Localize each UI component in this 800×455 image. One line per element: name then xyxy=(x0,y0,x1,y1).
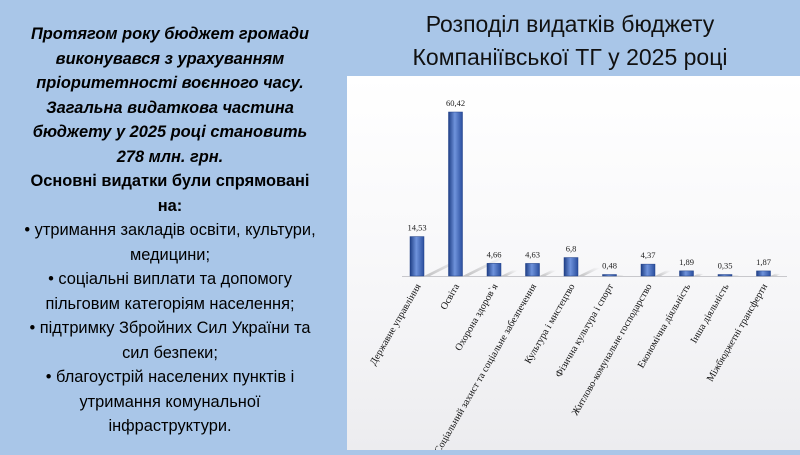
data-label: 6,8 xyxy=(566,244,577,254)
data-label: 4,37 xyxy=(641,250,656,260)
intro-text: Протягом року бюджет громади виконувався… xyxy=(8,22,332,169)
list-item-line: пільговим категоріям населення; xyxy=(45,294,295,313)
bar-shadow xyxy=(578,267,601,276)
data-label: 1,87 xyxy=(756,257,771,267)
data-label: 0,35 xyxy=(718,261,733,271)
bar xyxy=(679,270,694,277)
list-item-line: • утримання закладів освіти, культури, xyxy=(24,221,316,239)
bar-shadow xyxy=(655,270,672,276)
description-panel: Протягом року бюджет громади виконувався… xyxy=(0,0,340,450)
chart-panel: 14,53 Державне управління 60,42 Освіта 4,66 О… xyxy=(347,76,800,455)
intro-line: Протягом року бюджет громади xyxy=(31,25,309,43)
intro-line: пріоритетності воєнного часу. xyxy=(36,74,304,92)
spending-list: • утримання закладів освіти, культури, м… xyxy=(6,218,334,439)
bar xyxy=(448,111,463,277)
bar-shadow xyxy=(501,270,519,276)
intro-line: 278 млн. грн. xyxy=(116,147,224,166)
list-item-line: інфраструктури. xyxy=(108,417,232,435)
bar-shadow xyxy=(732,275,740,276)
category-label: Державне управління xyxy=(368,282,424,368)
data-label: 0,48 xyxy=(602,261,617,271)
list-item-line: утримання комунальної xyxy=(79,392,261,411)
list-item: • підтримку Збройних Сил України та сил … xyxy=(6,316,334,365)
list-item-line: • підтримку Збройних Сил України та xyxy=(29,319,311,337)
category-label: Житлово-комунальне господарство xyxy=(570,282,655,418)
bar xyxy=(525,263,540,277)
list-item: • утримання закладів освіти, культури, м… xyxy=(6,218,334,267)
spending-heading: Основні видатки були спрямовані на: xyxy=(8,169,332,218)
list-item-line: • соціальні виплати та допомогу xyxy=(48,270,292,288)
bar xyxy=(640,263,656,277)
bar-shadow xyxy=(539,270,557,276)
bar-shadow xyxy=(693,273,705,276)
bar-shadow xyxy=(770,273,782,276)
list-item: • соціальні виплати та допомогу пільгови… xyxy=(6,267,334,316)
list-item-line: сил безпеки; xyxy=(122,343,218,362)
list-item: • благоустрій населених пунктів і утрима… xyxy=(6,365,334,439)
list-item-line: • благоустрій населених пунктів і xyxy=(45,368,295,386)
bar xyxy=(563,257,579,277)
data-label: 4,66 xyxy=(487,249,502,259)
data-label: 4,63 xyxy=(525,249,540,259)
bar xyxy=(717,274,733,277)
list-item-line: медицини; xyxy=(129,245,211,264)
bar xyxy=(409,236,425,277)
chart-title-line: Компаніївської ТГ у 2025 році xyxy=(412,44,728,70)
bar xyxy=(602,274,617,277)
bar xyxy=(756,270,771,277)
intro-line: Загальна видаткова частина xyxy=(46,98,294,117)
chart-title: Розподіл видатків бюджету Компаніївської… xyxy=(350,8,790,74)
bar-shadow xyxy=(616,275,624,276)
data-label: 60,42 xyxy=(446,98,465,108)
bar-shadow xyxy=(462,258,505,276)
intro-line: бюджету у 2025 році становить xyxy=(32,123,308,141)
category-label: Інша діяльність xyxy=(689,282,732,346)
intro-line: виконувався з урахуванням xyxy=(55,49,285,68)
heading-line: на: xyxy=(157,196,183,215)
heading-line: Основні видатки були спрямовані xyxy=(30,172,310,190)
chart-title-line: Розподіл видатків бюджету xyxy=(425,11,715,37)
data-label: 14,53 xyxy=(407,223,426,233)
category-label: Освіта xyxy=(439,282,463,312)
bar xyxy=(486,263,502,277)
data-label: 1,89 xyxy=(679,257,694,267)
